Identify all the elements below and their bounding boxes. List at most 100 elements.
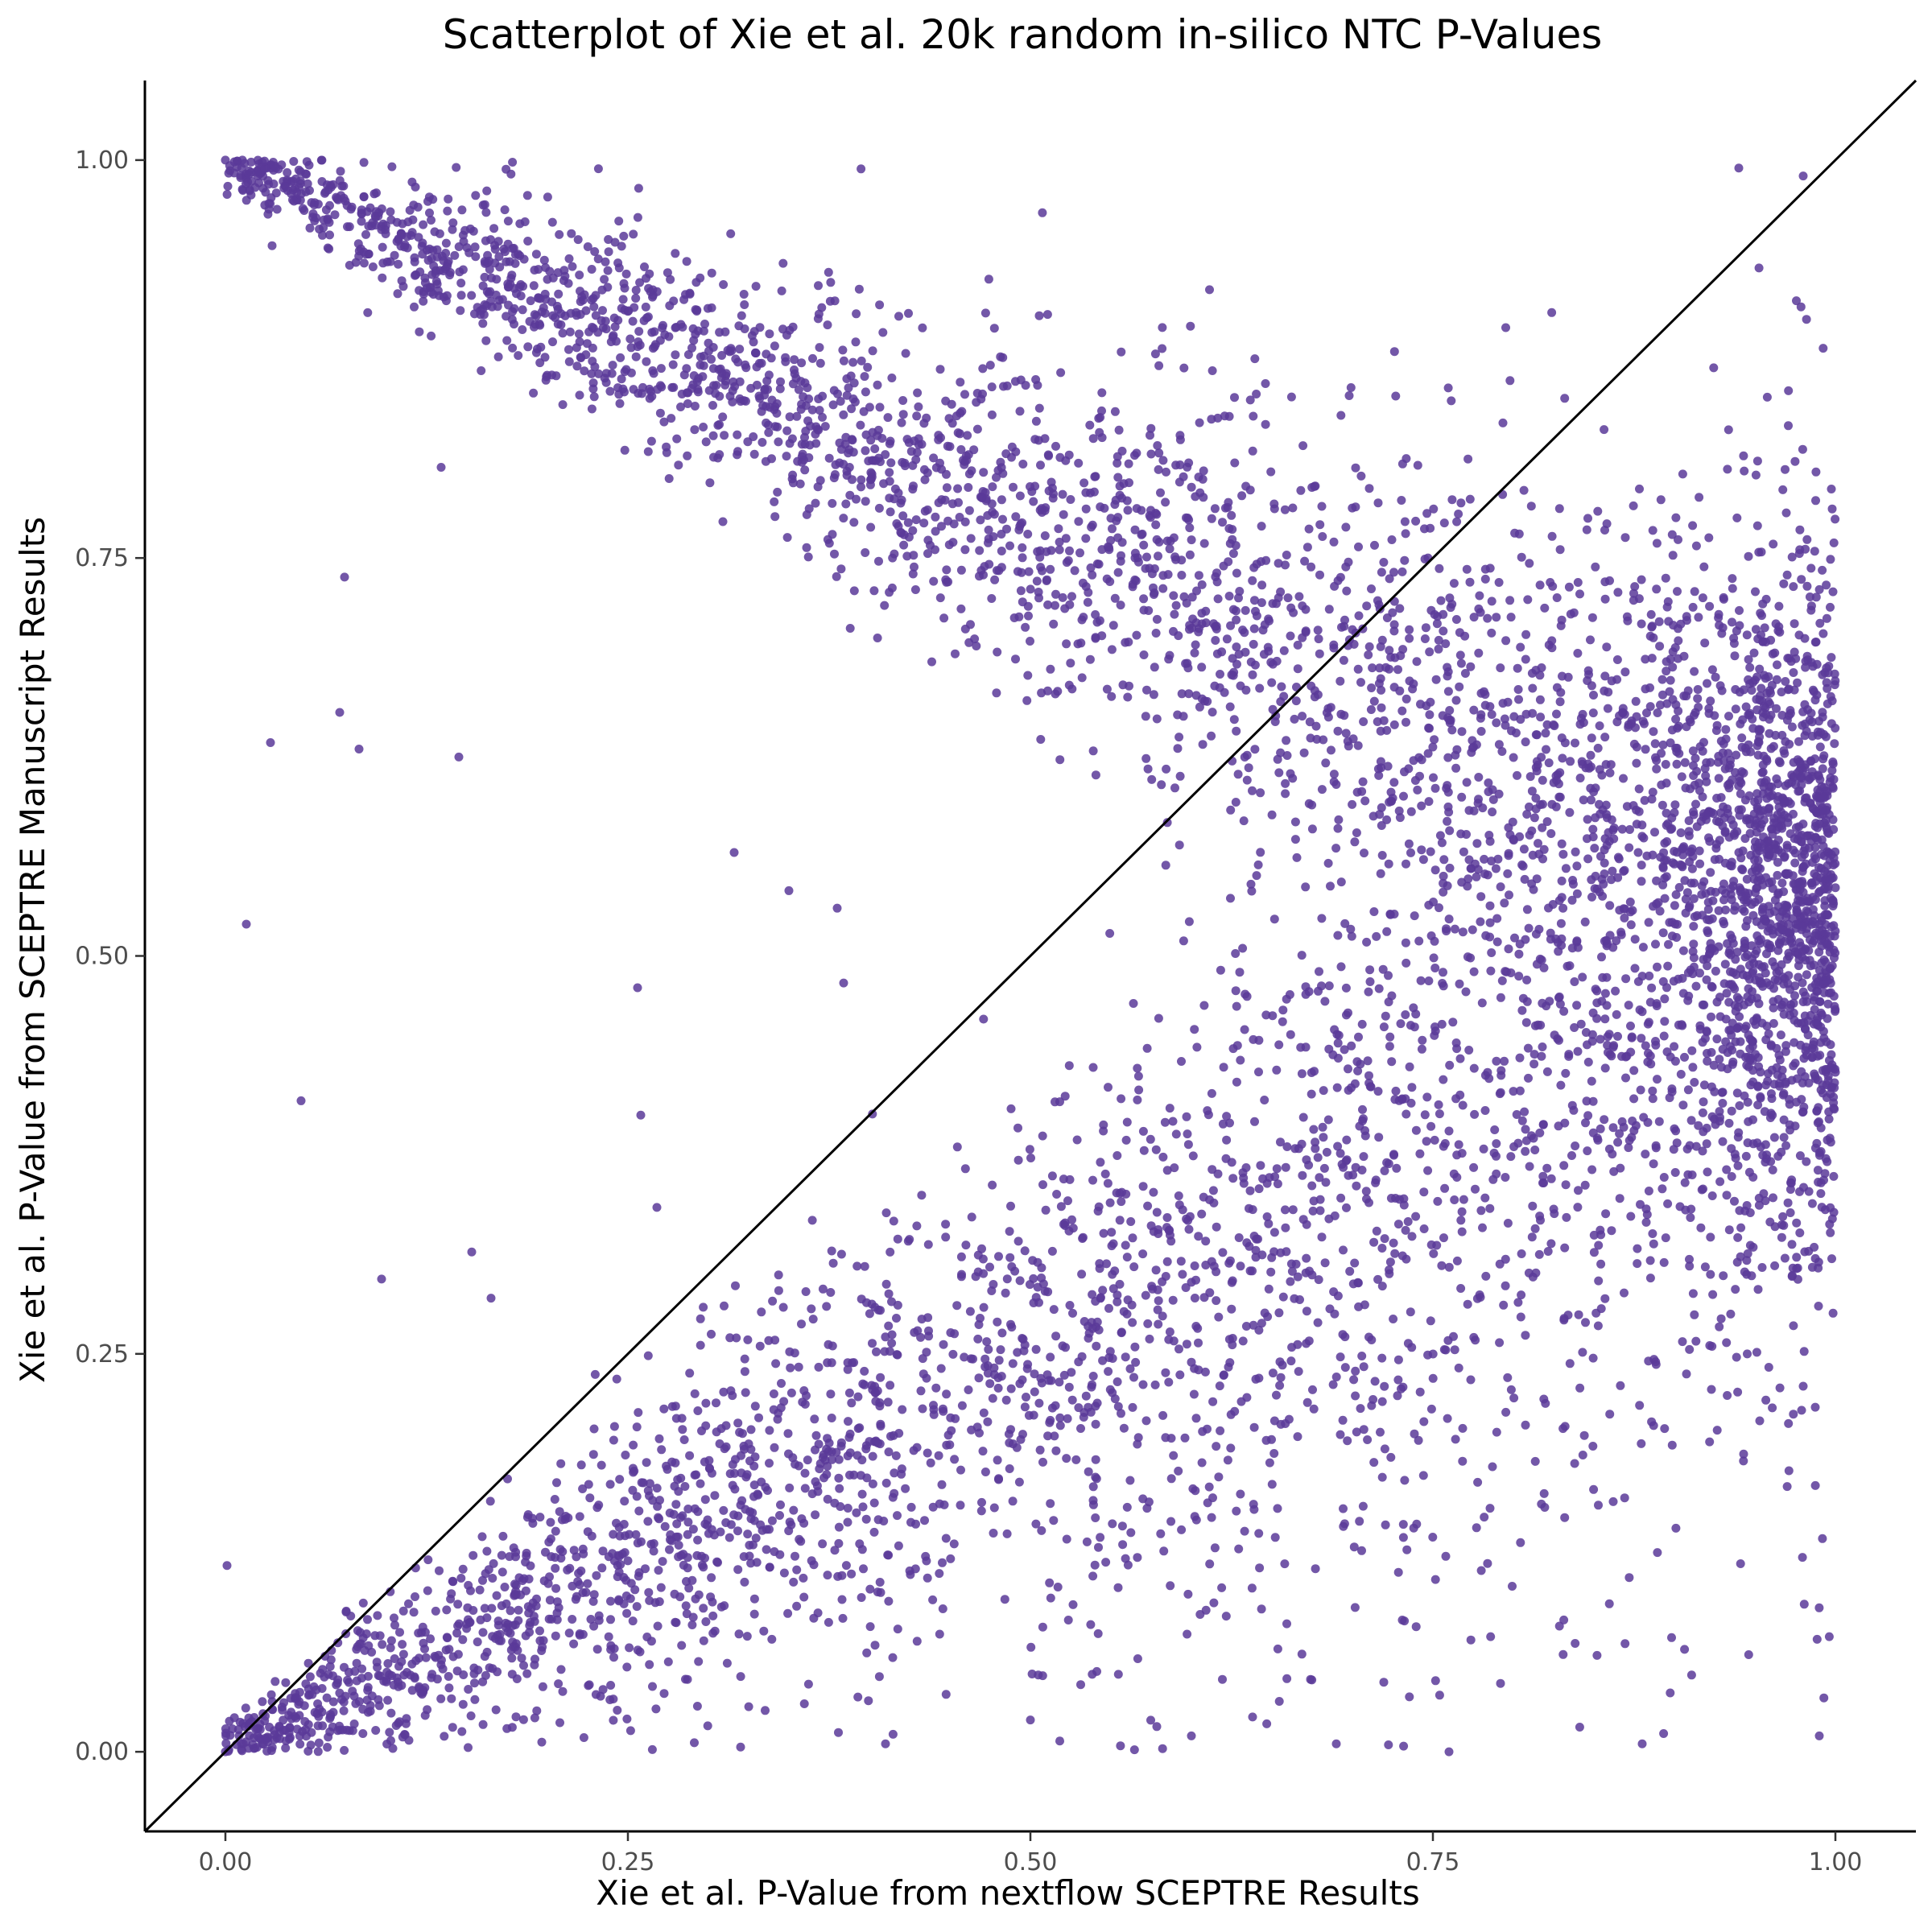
data-point xyxy=(746,1425,756,1435)
data-point xyxy=(1272,1164,1282,1174)
data-point xyxy=(773,1414,782,1424)
data-point xyxy=(1667,1633,1676,1642)
data-point xyxy=(844,383,853,393)
data-point xyxy=(1492,1139,1501,1149)
data-point xyxy=(1207,1088,1216,1098)
data-point xyxy=(1530,813,1539,823)
data-point xyxy=(682,257,691,266)
data-point xyxy=(1454,1140,1463,1150)
data-point xyxy=(1344,1008,1352,1018)
data-point xyxy=(1702,777,1711,786)
data-point xyxy=(485,1663,494,1673)
data-point xyxy=(1013,1155,1023,1165)
data-point xyxy=(1030,435,1040,444)
data-point xyxy=(1696,1223,1706,1232)
data-point xyxy=(1195,418,1204,427)
data-point xyxy=(994,1356,1004,1365)
data-point xyxy=(1413,460,1422,470)
data-point xyxy=(597,1460,606,1470)
data-point xyxy=(1169,591,1179,601)
data-point xyxy=(1139,594,1149,604)
data-point xyxy=(989,1503,999,1513)
data-point xyxy=(894,312,903,321)
data-point xyxy=(881,1279,891,1289)
data-point xyxy=(411,182,420,192)
data-point xyxy=(1381,663,1391,672)
data-point xyxy=(901,1484,910,1493)
data-point xyxy=(701,437,711,447)
data-point xyxy=(1254,1325,1264,1335)
data-point xyxy=(1357,1352,1367,1360)
data-point xyxy=(937,464,946,474)
data-point xyxy=(1151,629,1161,638)
data-point xyxy=(762,1545,771,1554)
data-point xyxy=(1509,712,1519,721)
data-point xyxy=(1481,1271,1491,1281)
data-point xyxy=(1440,1139,1450,1148)
data-point xyxy=(1351,463,1360,473)
data-point xyxy=(652,1484,662,1493)
data-point xyxy=(1818,1534,1827,1543)
data-point xyxy=(1387,1057,1397,1067)
data-point xyxy=(551,1563,560,1573)
data-point xyxy=(1672,848,1682,857)
data-point xyxy=(847,435,857,444)
data-point xyxy=(1108,1284,1118,1294)
data-point xyxy=(688,1525,698,1534)
data-point xyxy=(1402,1545,1412,1554)
data-point xyxy=(1032,576,1042,586)
data-point xyxy=(1814,1731,1824,1740)
data-point xyxy=(1409,1003,1418,1013)
data-point xyxy=(1790,647,1799,657)
data-point xyxy=(1707,981,1716,991)
data-point xyxy=(1666,675,1675,685)
data-point xyxy=(1792,1264,1802,1274)
data-point xyxy=(1667,1440,1677,1450)
data-point xyxy=(919,419,929,428)
data-point xyxy=(1026,1154,1035,1162)
data-point xyxy=(1377,568,1386,577)
data-point xyxy=(1040,434,1050,444)
data-point xyxy=(762,349,771,359)
data-point xyxy=(1742,1256,1752,1265)
data-point xyxy=(1485,702,1495,712)
data-point xyxy=(1670,1168,1680,1177)
data-point xyxy=(497,1567,507,1577)
data-point xyxy=(1175,1370,1185,1380)
data-point xyxy=(1524,1268,1534,1278)
data-point xyxy=(362,207,372,217)
data-point xyxy=(1092,1341,1101,1351)
data-point xyxy=(1319,1163,1329,1173)
data-point xyxy=(1386,1194,1396,1203)
data-point xyxy=(828,530,837,539)
data-point xyxy=(1474,773,1484,782)
data-point xyxy=(1236,1261,1245,1271)
data-point xyxy=(1769,929,1778,939)
data-point xyxy=(1659,1173,1669,1182)
data-point xyxy=(1670,1042,1679,1051)
data-point xyxy=(488,1632,497,1641)
data-point xyxy=(696,273,705,283)
data-point xyxy=(1377,851,1387,860)
data-point xyxy=(1820,896,1830,906)
data-point xyxy=(1564,582,1574,592)
data-point xyxy=(897,495,906,505)
data-point xyxy=(587,369,597,378)
data-point xyxy=(976,1314,985,1323)
data-point xyxy=(1257,580,1267,590)
data-point xyxy=(1670,800,1680,810)
data-point xyxy=(1407,1232,1417,1241)
data-point xyxy=(1699,1080,1709,1090)
data-point xyxy=(774,1270,783,1280)
data-point xyxy=(1496,882,1505,892)
data-point xyxy=(1278,1005,1288,1015)
data-point xyxy=(551,1526,560,1536)
data-point xyxy=(956,445,966,454)
data-point xyxy=(1078,578,1088,588)
data-point xyxy=(1715,1055,1724,1064)
data-point xyxy=(333,1638,343,1648)
data-point xyxy=(718,412,728,422)
data-point xyxy=(924,1326,933,1335)
data-point xyxy=(1341,729,1351,738)
data-point xyxy=(1281,1223,1290,1232)
